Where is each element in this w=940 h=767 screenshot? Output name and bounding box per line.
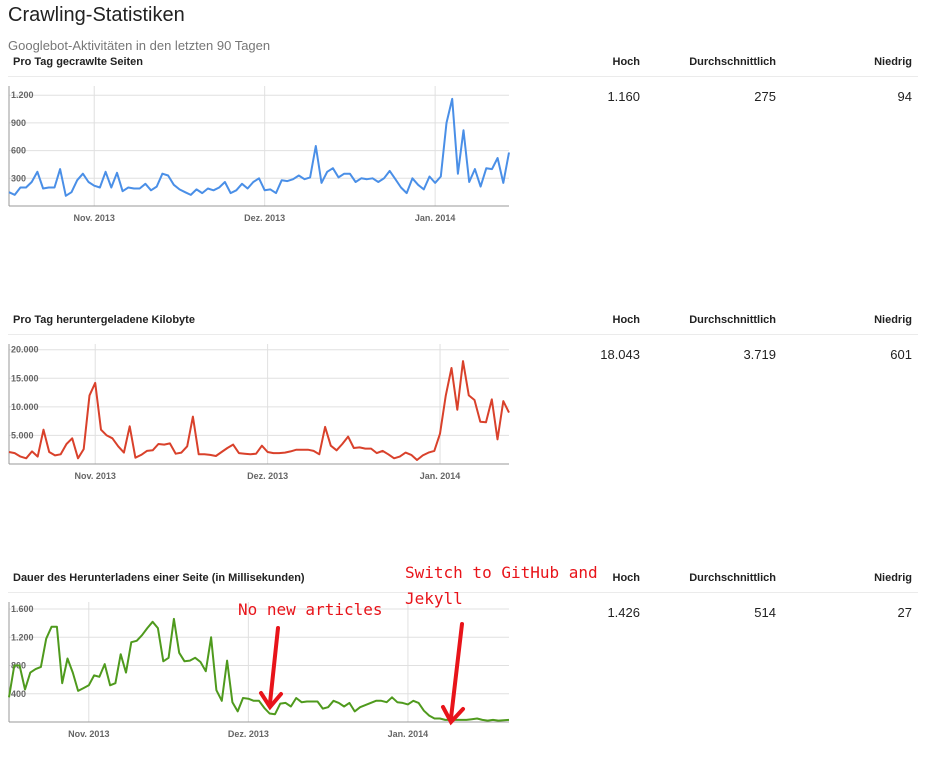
annotation-no-new-articles: No new articles xyxy=(238,600,383,619)
x-tick-label: Nov. 2013 xyxy=(75,471,116,481)
value-low: 27 xyxy=(897,605,912,620)
section-title: Pro Tag heruntergeladene Kilobyte xyxy=(13,314,195,326)
y-tick-label: 5.000 xyxy=(11,430,34,440)
y-tick-label: 900 xyxy=(11,118,26,128)
chart-section-kilobytes: Pro Tag heruntergeladene Kilobyte Hoch D… xyxy=(8,314,918,514)
x-tick-label: Nov. 2013 xyxy=(68,729,109,739)
value-high: 18.043 xyxy=(600,347,640,362)
y-tick-label: 300 xyxy=(11,173,26,183)
section-title: Pro Tag gecrawlte Seiten xyxy=(13,56,144,68)
annotation-switch-line2: Jekyll xyxy=(405,589,463,608)
y-tick-label: 10.000 xyxy=(11,402,39,412)
series-line xyxy=(8,617,510,722)
value-high: 1.426 xyxy=(607,605,640,620)
annotation-switch-line1: Switch to GitHub and xyxy=(405,563,598,582)
y-tick-label: 20.000 xyxy=(11,345,39,355)
section-header: Dauer des Herunterladens einer Seite (in… xyxy=(8,572,918,593)
x-tick-label: Nov. 2013 xyxy=(74,213,115,223)
value-avg: 3.719 xyxy=(743,347,776,362)
value-low: 601 xyxy=(890,347,912,362)
y-tick-label: 15.000 xyxy=(11,373,39,383)
x-tick-label: Dez. 2013 xyxy=(247,471,288,481)
section-title: Dauer des Herunterladens einer Seite (in… xyxy=(13,572,305,584)
value-low: 94 xyxy=(897,89,912,104)
column-header-avg: Durchschnittlich xyxy=(689,314,776,326)
value-avg: 514 xyxy=(754,605,776,620)
column-header-low: Niedrig xyxy=(874,56,912,68)
x-tick-label: Jan. 2014 xyxy=(415,213,456,223)
y-tick-label: 1.200 xyxy=(11,632,34,642)
column-header-avg: Durchschnittlich xyxy=(689,56,776,68)
column-header-low: Niedrig xyxy=(874,572,912,584)
x-tick-label: Jan. 2014 xyxy=(388,729,429,739)
y-tick-label: 400 xyxy=(11,689,26,699)
series-line xyxy=(8,97,510,197)
y-tick-label: 1.600 xyxy=(11,604,34,614)
x-tick-label: Jan. 2014 xyxy=(420,471,461,481)
value-high: 1.160 xyxy=(607,89,640,104)
column-header-avg: Durchschnittlich xyxy=(689,572,776,584)
y-tick-label: 600 xyxy=(11,146,26,156)
column-header-high: Hoch xyxy=(612,314,641,326)
value-avg: 275 xyxy=(754,89,776,104)
series-line xyxy=(8,360,510,461)
line-chart-pages[interactable]: 300 600 900 1.200 Nov. 2013 Dez. 2013 Jan. 201… xyxy=(8,83,510,233)
line-chart-kilobytes[interactable]: 5.000 10.000 15.000 20.000 Nov. 2013 Dez. 201… xyxy=(8,341,510,491)
section-header: Pro Tag gecrawlte Seiten Hoch Durchschni… xyxy=(8,56,918,77)
chart-section-duration: Dauer des Herunterladens einer Seite (in… xyxy=(8,572,918,767)
x-tick-label: Dez. 2013 xyxy=(244,213,285,223)
column-header-high: Hoch xyxy=(612,56,641,68)
y-tick-label: 1.200 xyxy=(11,90,34,100)
column-header-high: Hoch xyxy=(612,572,641,584)
x-tick-label: Dez. 2013 xyxy=(228,729,269,739)
section-header: Pro Tag heruntergeladene Kilobyte Hoch D… xyxy=(8,314,918,335)
page-title: Crawling-Statistiken xyxy=(8,4,185,26)
chart-section-pages: Pro Tag gecrawlte Seiten Hoch Durchschni… xyxy=(8,56,918,256)
page-subtitle: Googlebot-Aktivitäten in den letzten 90 … xyxy=(8,38,271,53)
column-header-low: Niedrig xyxy=(874,314,912,326)
